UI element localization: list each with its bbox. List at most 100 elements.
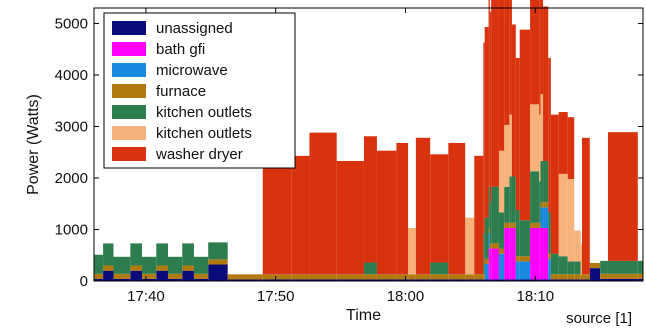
area-mark-unassigned-0 xyxy=(550,279,559,281)
area-mark-kitchen-outlets-5 xyxy=(530,104,540,172)
area-mark-bath-gfi-1 xyxy=(491,248,499,280)
area-mark-furnace-3 xyxy=(415,274,431,280)
area-mark-furnace-3 xyxy=(103,265,114,271)
area-mark-furnace-3 xyxy=(465,274,475,280)
area-mark-kitchen-outlets-4 xyxy=(94,254,104,274)
legend-swatch xyxy=(112,147,146,161)
area-mark-unassigned-0 xyxy=(509,279,512,281)
area-mark-washer-dryer-6 xyxy=(415,137,431,275)
area-mark-unassigned-0 xyxy=(227,279,263,281)
area-mark-kitchen-outlets-4 xyxy=(504,186,510,223)
area-mark-kitchen-outlets-4 xyxy=(543,160,549,203)
y-tick-label: 4000 xyxy=(55,67,88,84)
area-mark-washer-dryer-6 xyxy=(519,29,531,221)
area-mark-kitchen-outlets-5 xyxy=(558,173,568,257)
area-mark-kitchen-outlets-4 xyxy=(498,212,505,249)
area-mark-kitchen-outlets-5 xyxy=(504,124,510,187)
area-mark-unassigned-0 xyxy=(589,268,601,281)
area-mark-furnace-3 xyxy=(130,265,143,271)
area-mark-washer-dryer-6 xyxy=(509,0,512,115)
area-mark-unassigned-0 xyxy=(548,279,551,281)
area-mark-washer-dryer-6 xyxy=(548,57,551,213)
area-mark-furnace-3 xyxy=(580,274,582,280)
area-mark-unassigned-0 xyxy=(607,278,638,281)
area-mark-unassigned-0 xyxy=(291,279,310,281)
area-mark-furnace-3 xyxy=(509,222,512,228)
area-mark-unassigned-0 xyxy=(539,279,541,281)
area-mark-microwave-2 xyxy=(515,261,520,280)
area-mark-washer-dryer-6 xyxy=(484,27,489,218)
legend-label: kitchen outlets xyxy=(156,104,252,121)
area-mark-furnace-3 xyxy=(182,265,194,271)
area-mark-furnace-3 xyxy=(600,273,608,279)
area-mark-unassigned-0 xyxy=(491,279,499,281)
area-mark-unassigned-0 xyxy=(567,279,575,281)
x-axis-label: Time xyxy=(346,307,381,324)
legend-swatch xyxy=(112,105,146,119)
area-mark-kitchen-outlets-4 xyxy=(519,220,531,257)
area-mark-unassigned-0 xyxy=(511,279,516,281)
area-mark-kitchen-outlets-4 xyxy=(156,243,168,266)
area-mark-furnace-3 xyxy=(498,248,505,254)
area-mark-kitchen-outlets-5 xyxy=(540,94,544,161)
area-mark-bath-gfi-1 xyxy=(488,248,490,280)
x-tick-label: 18:10 xyxy=(517,288,555,305)
area-mark-kitchen-outlets-4 xyxy=(600,260,608,274)
area-mark-microwave-2 xyxy=(488,233,490,249)
area-mark-washer-dryer-6 xyxy=(291,155,310,275)
area-mark-kitchen-outlets-5 xyxy=(567,179,575,262)
area-mark-unassigned-0 xyxy=(574,279,581,281)
area-mark-unassigned-0 xyxy=(484,279,489,281)
area-mark-washer-dryer-6 xyxy=(539,0,541,115)
y-tick-label: 3000 xyxy=(55,118,88,135)
area-mark-furnace-3 xyxy=(94,273,104,279)
legend-swatch xyxy=(112,63,146,77)
plot-frame xyxy=(93,7,644,282)
x-tick-label: 18:00 xyxy=(387,288,425,305)
area-mark-bath-gfi-1 xyxy=(539,227,541,280)
area-mark-furnace-3 xyxy=(336,274,364,280)
area-mark-furnace-3 xyxy=(376,274,397,280)
area-mark-unassigned-0 xyxy=(363,279,377,281)
area-mark-unassigned-0 xyxy=(167,278,183,281)
legend-swatch xyxy=(112,84,146,98)
area-mark-unassigned-0 xyxy=(474,279,484,281)
area-mark-washer-dryer-6 xyxy=(489,11,492,203)
area-mark-kitchen-outlets-5 xyxy=(498,150,505,213)
area-mark-furnace-3 xyxy=(550,274,559,280)
area-mark-unassigned-0 xyxy=(483,279,485,281)
legend-swatch xyxy=(112,126,146,140)
area-mark-furnace-3 xyxy=(488,227,490,234)
area-mark-kitchen-outlets-5 xyxy=(465,217,475,275)
area-mark-unassigned-0 xyxy=(262,279,292,281)
area-mark-kitchen-outlets-4 xyxy=(489,202,492,244)
legend-label: microwave xyxy=(156,62,228,79)
area-mark-washer-dryer-6 xyxy=(363,136,377,263)
area-mark-kitchen-outlets-5 xyxy=(408,227,416,275)
area-mark-bath-gfi-1 xyxy=(511,227,516,280)
area-mark-unassigned-0 xyxy=(415,279,431,281)
area-mark-furnace-3 xyxy=(474,274,484,280)
area-mark-kitchen-outlets-4 xyxy=(208,242,228,260)
area-mark-kitchen-outlets-4 xyxy=(130,243,143,266)
area-mark-furnace-3 xyxy=(539,222,541,228)
area-mark-furnace-3 xyxy=(430,274,449,280)
area-mark-unassigned-0 xyxy=(396,279,409,281)
area-mark-unassigned-0 xyxy=(498,279,505,281)
y-tick-label: 5000 xyxy=(55,15,88,32)
area-mark-kitchen-outlets-4 xyxy=(142,256,157,274)
area-mark-kitchen-outlets-4 xyxy=(558,256,568,275)
area-mark-furnace-3 xyxy=(484,258,489,265)
area-mark-furnace-3 xyxy=(309,274,337,280)
area-mark-unassigned-0 xyxy=(580,279,582,281)
area-mark-bath-gfi-1 xyxy=(504,227,510,280)
area-mark-unassigned-0 xyxy=(504,279,510,281)
area-mark-kitchen-outlets-4 xyxy=(193,256,209,274)
legend-label: washer dryer xyxy=(155,146,243,163)
area-mark-microwave-2 xyxy=(540,207,544,228)
area-mark-furnace-3 xyxy=(167,273,183,279)
area-mark-unassigned-0 xyxy=(515,279,520,281)
area-mark-unassigned-0 xyxy=(543,279,549,281)
